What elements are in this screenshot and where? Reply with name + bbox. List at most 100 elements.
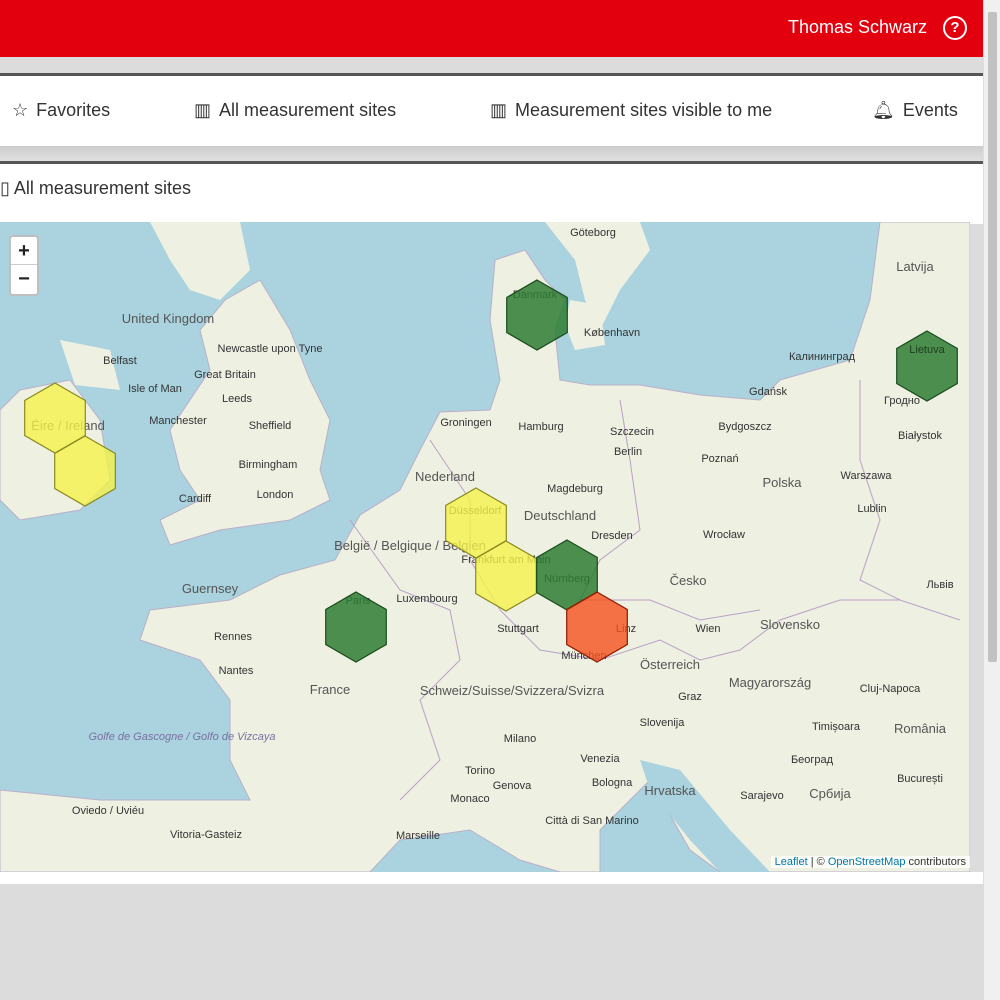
map-label: Београд — [790, 754, 834, 766]
sea-adriatic — [640, 760, 770, 872]
map-label: Newcastle upon Tyne — [217, 343, 323, 355]
border — [429, 439, 961, 661]
osm-link[interactable]: OpenStreetMap — [827, 856, 906, 868]
map-label: Białystok — [897, 430, 943, 442]
leaflet-link[interactable]: Leaflet — [774, 856, 808, 868]
map-label: Sarajevo — [740, 790, 784, 802]
map[interactable]: United Kingdom Great Britain Newcastle upo… — [0, 222, 970, 872]
scrollbar[interactable] — [983, 0, 1000, 1000]
map-label: Bydgoszcz — [718, 421, 772, 433]
map-label: Slovenija — [639, 717, 685, 729]
map-label: Wien — [695, 623, 721, 635]
border — [859, 380, 901, 601]
nav-label: All measurement sites — [219, 100, 397, 120]
map-label: København — [583, 327, 641, 339]
map-label: Milano — [503, 733, 537, 745]
map-label: Dresden — [591, 530, 633, 542]
land-northern-ireland — [60, 340, 120, 390]
map-label: Bologna — [591, 777, 633, 789]
map-label: Belfast — [103, 355, 137, 367]
site-hexagon-warning[interactable] — [54, 435, 116, 507]
land-zealand — [565, 300, 605, 350]
site-hexagon-alarm[interactable] — [566, 591, 628, 663]
nav-label: Measurement sites visible to me — [515, 100, 773, 120]
map-icon: ▥ — [490, 100, 508, 120]
map-attribution: Leaflet | © OpenStreetMap contributors — [770, 856, 970, 868]
map-label: Oviedo / Uviéu — [71, 805, 145, 817]
nav-events[interactable]: 🔔︎ Events — [872, 100, 958, 121]
map-label: Schweiz/Suisse/Svizzera/Svizra — [419, 683, 605, 698]
map-label: Stuttgart — [497, 623, 539, 635]
map-label: Gdańsk — [749, 386, 787, 398]
map-label: Hamburg — [518, 421, 564, 433]
nav-label: Favorites — [36, 100, 111, 120]
map-label: Torino — [465, 765, 495, 777]
site-hexagon-ok[interactable] — [896, 330, 958, 402]
map-label: București — [897, 773, 943, 785]
map-label: Magdeburg — [547, 483, 603, 495]
land-scandinavia — [545, 222, 650, 330]
map-label: Poznań — [701, 453, 739, 465]
border — [349, 519, 461, 801]
map-label: Wrocław — [703, 529, 745, 541]
map-label: Cluj-Napoca — [859, 683, 921, 695]
map-label: Österreich — [640, 657, 700, 672]
map-label: Leeds — [222, 393, 252, 405]
map-label: Nantes — [218, 665, 254, 677]
map-label: Guernsey — [181, 581, 239, 596]
site-name-lietuva[interactable]: Lietuva — [909, 344, 945, 356]
map-label: Polska — [762, 475, 802, 490]
map-label: Cardiff — [178, 493, 212, 505]
scrollbar-thumb[interactable] — [988, 12, 997, 662]
user-name[interactable]: Thomas Schwarz — [787, 17, 927, 37]
map-label: Città di San Marino — [545, 815, 639, 827]
nav-bar: ☆ Favorites ▥ All measurement sites ▥ Measu… — [0, 76, 983, 146]
site-markers — [24, 279, 958, 663]
map-label: Sheffield — [248, 420, 292, 432]
land-scotland-north — [150, 222, 250, 300]
zoom-out-button[interactable]: − — [18, 268, 30, 290]
map-label: Vitoria-Gasteiz — [170, 829, 242, 841]
map-label: France — [309, 682, 351, 697]
map-label: Warszawa — [840, 470, 892, 482]
help-icon[interactable]: ? — [943, 16, 967, 40]
divider — [0, 146, 983, 164]
map-label: Deutschland — [523, 508, 597, 523]
page-title-text: All measurement sites — [13, 178, 191, 198]
nav-visible-sites[interactable]: ▥ Measurement sites visible to me — [490, 100, 772, 121]
map-label: Groningen — [440, 417, 492, 429]
map-label: Lublin — [857, 503, 887, 515]
map-label: Львів — [926, 579, 954, 591]
map-icon: ▥ — [194, 100, 212, 120]
map-label: Luxembourg — [396, 593, 458, 605]
zoom-in-button[interactable]: + — [11, 237, 37, 265]
site-hexagon-ok[interactable] — [325, 591, 387, 663]
map-label: Latvija — [896, 259, 934, 274]
map-label: România — [893, 721, 947, 736]
nav-favorites[interactable]: ☆ Favorites — [12, 100, 110, 121]
map-label: London — [256, 489, 294, 501]
header: Thomas Schwarz ? — [0, 0, 983, 57]
map-label: Timișoara — [812, 721, 860, 733]
map-label: Manchester — [149, 415, 207, 427]
divider — [0, 57, 983, 76]
map-label: Гродно — [884, 395, 920, 407]
map-label: Genova — [492, 780, 532, 792]
nav-label: Events — [902, 100, 958, 120]
site-hexagon-ok[interactable] — [506, 279, 568, 351]
map-label: United Kingdom — [121, 311, 215, 326]
map-label: Göteborg — [570, 227, 616, 239]
nav-all-sites[interactable]: ▥ All measurement sites — [194, 100, 396, 121]
map-label: Monaco — [450, 793, 490, 805]
star-icon: ☆ — [12, 100, 29, 120]
map-label: Nederland — [415, 469, 475, 484]
map-label: Birmingham — [238, 459, 298, 471]
map-label: Great Britain — [194, 369, 256, 381]
map-label: Venezia — [580, 753, 620, 765]
land-great-britain — [159, 279, 331, 546]
map-label: Golfe de Gascogne / Golfo de Vizcaya — [88, 731, 276, 743]
map-label: Szczecin — [609, 426, 655, 438]
map-footer — [0, 872, 983, 884]
map-label: Marseille — [395, 830, 441, 842]
